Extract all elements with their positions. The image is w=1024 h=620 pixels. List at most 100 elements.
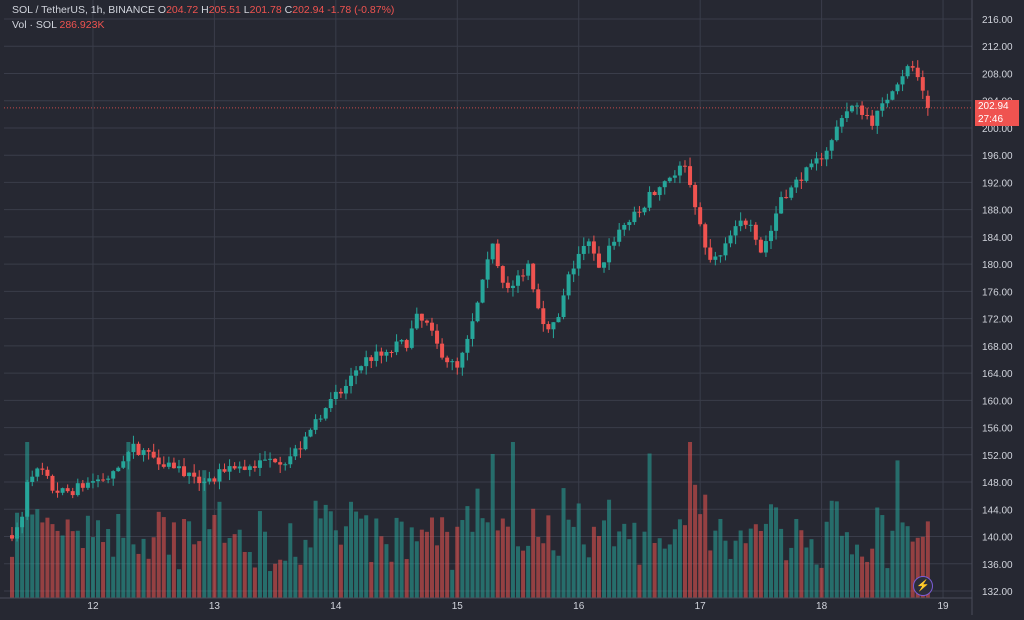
volume-bar <box>627 539 632 598</box>
volume-bar <box>495 530 500 598</box>
candle-body <box>485 259 490 280</box>
candle-body <box>713 256 718 260</box>
volume-bar <box>748 528 753 598</box>
volume-bar <box>708 550 713 598</box>
price-tick-label: 196.00 <box>982 151 1013 162</box>
volume-bar <box>399 521 404 598</box>
price-tick-label: 140.00 <box>982 533 1013 544</box>
last-price-value: 202.94 <box>978 101 1009 112</box>
volume-bar <box>607 499 612 598</box>
candle-body <box>237 466 242 469</box>
volume-bar <box>698 514 703 598</box>
candle-body <box>531 263 536 290</box>
candle-body <box>20 516 25 528</box>
volume-bar <box>171 522 176 598</box>
candle-body <box>313 419 318 430</box>
volume-bar <box>131 544 136 598</box>
candle-body <box>85 482 90 488</box>
volume-bar <box>318 518 323 598</box>
candle-body <box>723 243 728 256</box>
candle-body <box>379 351 384 356</box>
volume-bar <box>814 564 819 598</box>
candle-body <box>905 66 910 77</box>
volume-bar <box>895 460 900 598</box>
volume-bar <box>70 531 75 598</box>
volume-bar <box>419 529 424 598</box>
candle-body <box>703 224 708 248</box>
candle-body <box>718 255 723 257</box>
volume-bar <box>136 553 141 598</box>
volume-bar <box>880 515 885 598</box>
volume-bar <box>40 522 45 598</box>
candle-body <box>414 313 419 329</box>
volume-bar <box>860 556 865 598</box>
volume-bar <box>480 518 485 598</box>
candle-body <box>45 469 50 476</box>
volume-bar <box>870 548 875 598</box>
candle-body <box>556 317 561 323</box>
volume-label[interactable]: Vol · SOL <box>12 19 57 31</box>
candle-body <box>688 166 693 185</box>
volume-bar <box>485 522 490 598</box>
volume-bar <box>450 569 455 598</box>
candle-body <box>197 476 202 484</box>
candle-body <box>40 468 45 470</box>
candle-body <box>455 361 460 368</box>
time-tick-label: 19 <box>937 601 949 612</box>
price-tick-label: 156.00 <box>982 424 1013 435</box>
volume-bar <box>116 514 121 598</box>
candle-body <box>667 177 672 182</box>
candle-body <box>298 448 303 450</box>
volume-bar <box>470 531 475 598</box>
volume-bar <box>374 518 379 598</box>
volume-bar <box>414 541 419 598</box>
volume-bar <box>197 541 202 598</box>
candle-body <box>698 207 703 225</box>
candle-body <box>490 243 495 260</box>
volume-bar <box>925 521 930 598</box>
candle-body <box>343 385 348 394</box>
volume-bar <box>111 556 116 598</box>
ohlc-legend: SOL / TetherUS, 1h, BINANCE O204.72 H205… <box>12 4 394 16</box>
lightning-icon[interactable]: ⚡ <box>913 576 933 596</box>
volume-bar <box>875 507 880 598</box>
time-tick-label: 18 <box>816 601 828 612</box>
candle-body <box>318 418 323 420</box>
candle-body <box>642 207 647 213</box>
price-tick-label: 164.00 <box>982 369 1013 380</box>
volume-bar <box>804 547 809 598</box>
candle-body <box>212 478 217 482</box>
time-tick-label: 13 <box>209 601 221 612</box>
candle-body <box>596 253 601 268</box>
candle-body <box>753 224 758 240</box>
candle-body <box>571 268 576 275</box>
volume-bar <box>551 550 556 598</box>
volume-bar <box>222 542 227 598</box>
candle-body <box>748 224 753 226</box>
volume-bar <box>769 504 773 598</box>
candle-body <box>586 241 591 246</box>
volume-bar <box>526 545 531 598</box>
price-tick-label: 176.00 <box>982 287 1013 298</box>
candle-body <box>622 224 627 230</box>
volume-bar <box>900 522 905 598</box>
volume-bar <box>844 532 849 598</box>
volume-bar <box>435 545 440 598</box>
candle-body <box>333 391 338 400</box>
volume-bar <box>156 511 161 598</box>
symbol-label[interactable]: SOL / TetherUS, 1h, BINANCE <box>12 4 155 16</box>
candle-body <box>141 450 146 456</box>
volume-bar <box>809 539 814 598</box>
volume-bar <box>207 529 212 598</box>
volume-bar <box>586 557 591 598</box>
candle-body <box>566 274 571 296</box>
volume-bar <box>364 515 369 598</box>
candle-body <box>915 67 920 78</box>
volume-bar <box>409 527 414 598</box>
high-label: H <box>201 4 209 16</box>
volume-bar <box>839 535 844 598</box>
volume-bar <box>465 506 470 598</box>
candle-body <box>860 105 865 115</box>
